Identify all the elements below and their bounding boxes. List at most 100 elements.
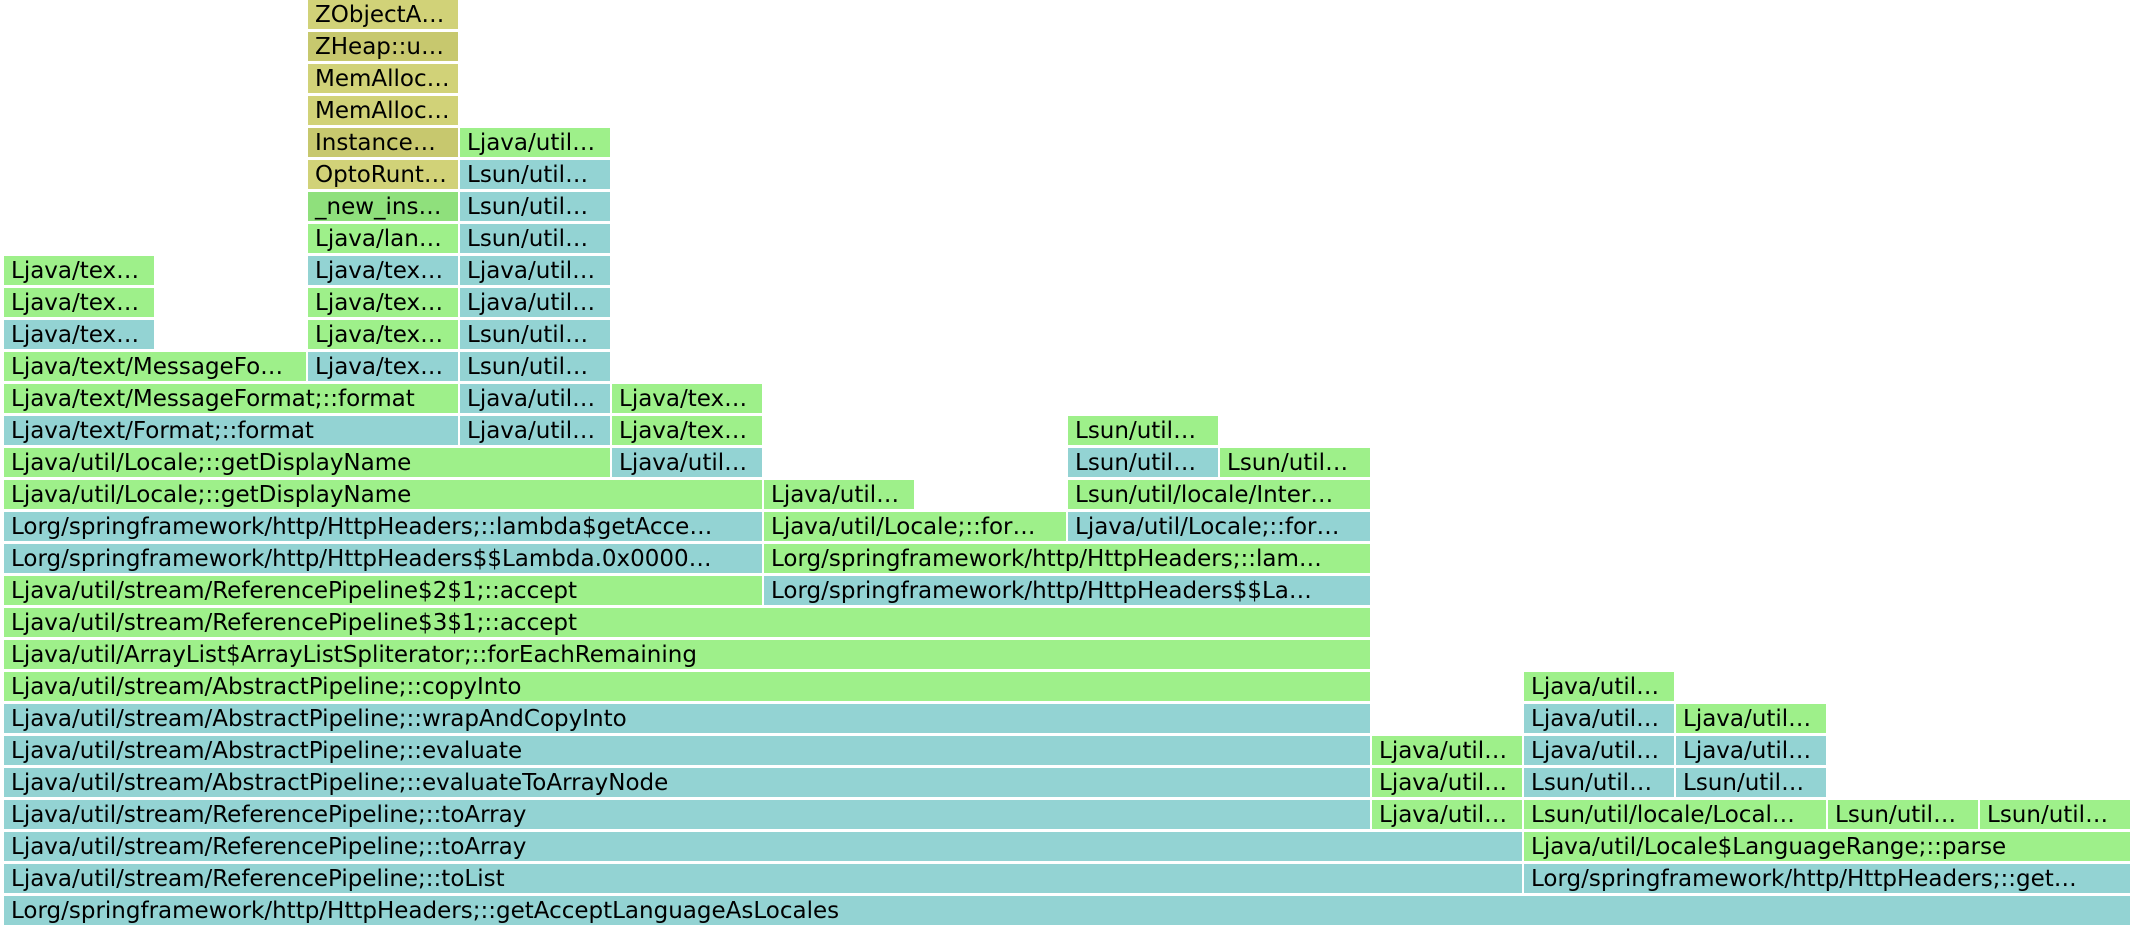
flame-frame[interactable]: Lorg/springframework/http/HttpHeaders;::…	[4, 896, 2132, 927]
flame-frame-label: Lsun/util…	[1075, 450, 1197, 476]
flame-frame[interactable]: Ljava/util/ArrayList$ArrayListSpliterato…	[4, 640, 1372, 671]
flame-frame[interactable]: ZHeap::u…	[308, 32, 460, 63]
flame-frame[interactable]: Ljava/util…	[764, 480, 916, 511]
flame-frame-label: Ljava/tex…	[315, 322, 444, 348]
flame-frame[interactable]: Ljava/tex…	[612, 416, 764, 447]
flame-frame[interactable]: Ljava/util…	[1524, 704, 1676, 735]
flame-frame-label: Ljava/util…	[1683, 738, 1812, 764]
flame-frame[interactable]: Ljava/lan…	[308, 224, 460, 255]
flame-frame-label: Lsun/util…	[1227, 450, 1349, 476]
flame-frame[interactable]: Ljava/util/Locale;::for…	[764, 512, 1068, 543]
flame-frame[interactable]: Ljava/tex…	[308, 320, 460, 351]
flame-frame-label: Lorg/springframework/http/HttpHeaders;::…	[1531, 866, 2077, 892]
flame-frame[interactable]: Ljava/tex…	[4, 288, 156, 319]
flame-frame[interactable]: Lorg/springframework/http/HttpHeaders;::…	[4, 512, 764, 543]
flame-frame[interactable]: Lsun/util…	[1524, 768, 1676, 799]
flame-frame[interactable]: Lsun/util…	[460, 320, 612, 351]
flame-frame-label: Lsun/util/locale/Inter…	[1075, 482, 1334, 508]
flame-frame[interactable]: Ljava/tex…	[308, 288, 460, 319]
flame-frame-label: Lorg/springframework/http/HttpHeaders$$L…	[11, 546, 712, 572]
flame-frame[interactable]: Ljava/util…	[1524, 736, 1676, 767]
flame-frame[interactable]: Ljava/util…	[1372, 736, 1524, 767]
flame-frame[interactable]: Ljava/util/stream/AbstractPipeline;::eva…	[4, 736, 1372, 767]
flame-frame[interactable]: Ljava/util/stream/ReferencePipeline;::to…	[4, 800, 1372, 831]
flame-frame[interactable]: Ljava/util/Locale;::getDisplayName	[4, 480, 764, 511]
flame-frame-label: Lsun/util…	[1683, 770, 1805, 796]
flame-frame-label: Ljava/util…	[1531, 674, 1660, 700]
flame-frame[interactable]: Ljava/text/MessageFo…	[4, 352, 308, 383]
flame-frame[interactable]: Lorg/springframework/http/HttpHeaders$$L…	[4, 544, 764, 575]
flame-frame[interactable]: Lsun/util/locale/Inter…	[1068, 480, 1372, 511]
flame-frame[interactable]: Ljava/util…	[460, 384, 612, 415]
flame-frame[interactable]: Ljava/tex…	[4, 320, 156, 351]
flame-frame[interactable]: Lsun/util…	[1980, 800, 2132, 831]
flame-frame[interactable]: Ljava/util…	[1676, 704, 1828, 735]
flame-frame[interactable]: Ljava/util/stream/AbstractPipeline;::eva…	[4, 768, 1372, 799]
flame-frame[interactable]: Ljava/tex…	[4, 256, 156, 287]
flame-frame[interactable]: Instance…	[308, 128, 460, 159]
flame-frame[interactable]: Ljava/util/Locale;::getDisplayName	[4, 448, 612, 479]
flame-frame[interactable]: Ljava/util/stream/AbstractPipeline;::wra…	[4, 704, 1372, 735]
flame-frame[interactable]: Ljava/util/stream/ReferencePipeline;::to…	[4, 864, 1524, 895]
flame-frame[interactable]: Lsun/util…	[460, 192, 612, 223]
flame-frame[interactable]: Ljava/util/Locale;::for…	[1068, 512, 1372, 543]
flame-frame[interactable]: Lsun/util…	[1676, 768, 1828, 799]
flame-frame[interactable]: Ljava/util/Locale$LanguageRange;::parse	[1524, 832, 2132, 863]
flame-frame-label: Ljava/util/stream/ReferencePipeline;::to…	[11, 834, 527, 860]
flame-frame[interactable]: Ljava/util/stream/ReferencePipeline;::to…	[4, 832, 1524, 863]
flame-frame[interactable]: Ljava/util/stream/AbstractPipeline;::cop…	[4, 672, 1372, 703]
flame-frame-label: MemAlloc…	[315, 66, 450, 92]
flame-frame-label: Ljava/tex…	[315, 258, 444, 284]
flame-frame-label: Lsun/util…	[467, 162, 589, 188]
flame-frame-label: ZHeap::u…	[315, 34, 444, 60]
flame-frame[interactable]: Ljava/util/stream/ReferencePipeline$2$1;…	[4, 576, 764, 607]
flame-frame[interactable]: Ljava/util…	[460, 416, 612, 447]
flame-frame[interactable]: Lsun/util…	[1068, 416, 1220, 447]
flame-frame[interactable]: Lsun/util/locale/Local…	[1524, 800, 1828, 831]
flame-frame-label: Ljava/util/stream/AbstractPipeline;::eva…	[11, 770, 669, 796]
flame-frame[interactable]: Ljava/tex…	[308, 256, 460, 287]
flame-frame[interactable]: Ljava/util…	[1524, 672, 1676, 703]
flame-frame[interactable]: Ljava/util…	[1372, 800, 1524, 831]
flame-frame[interactable]: Ljava/util…	[1372, 768, 1524, 799]
flame-frame[interactable]: Lsun/util…	[1068, 448, 1220, 479]
flame-frame[interactable]: Ljava/text/MessageFormat;::format	[4, 384, 460, 415]
flame-frame[interactable]: Ljava/tex…	[612, 384, 764, 415]
flame-frame-label: Ljava/util…	[1531, 738, 1660, 764]
flame-frame-label: Ljava/util/stream/AbstractPipeline;::cop…	[11, 674, 522, 700]
flame-frame[interactable]: Lsun/util…	[460, 224, 612, 255]
flame-frame-label: Lsun/util…	[1531, 770, 1653, 796]
flame-frame[interactable]: Lsun/util…	[1220, 448, 1372, 479]
flame-frame-label: Ljava/util/stream/AbstractPipeline;::wra…	[11, 706, 627, 732]
flame-frame-label: Ljava/text/MessageFormat;::format	[11, 386, 415, 412]
flame-frame-label: _new_ins…	[315, 194, 442, 220]
flame-frame[interactable]: ZObjectA…	[308, 0, 460, 31]
flame-frame-label: Ljava/util…	[1379, 770, 1508, 796]
flame-frame[interactable]: MemAlloc…	[308, 96, 460, 127]
flame-frame[interactable]: Ljava/util…	[1676, 736, 1828, 767]
flame-frame[interactable]: OptoRunt…	[308, 160, 460, 191]
flame-frame-label: Ljava/util/Locale;::for…	[1075, 514, 1340, 540]
flame-frame-label: Lorg/springframework/http/HttpHeaders$$L…	[771, 578, 1312, 604]
flame-frame-label: Ljava/util/Locale;::getDisplayName	[11, 450, 412, 476]
flame-frame[interactable]: Ljava/tex…	[308, 352, 460, 383]
flame-frame[interactable]: Lorg/springframework/http/HttpHeaders;::…	[1524, 864, 2132, 895]
flame-frame[interactable]: MemAlloc…	[308, 64, 460, 95]
flame-frame[interactable]: Lorg/springframework/http/HttpHeaders$$L…	[764, 576, 1372, 607]
flame-frame[interactable]: Lsun/util…	[460, 160, 612, 191]
flame-frame[interactable]: Ljava/util…	[460, 128, 612, 159]
flame-frame[interactable]: Lsun/util…	[460, 352, 612, 383]
flame-frame[interactable]: Lsun/util…	[1828, 800, 1980, 831]
flame-frame[interactable]: Ljava/util…	[612, 448, 764, 479]
flame-frame-label: Lsun/util…	[467, 354, 589, 380]
flame-frame-label: Ljava/util/Locale$LanguageRange;::parse	[1531, 834, 2007, 860]
flame-frame[interactable]: Ljava/util…	[460, 256, 612, 287]
flame-frame[interactable]: Ljava/util…	[460, 288, 612, 319]
flame-frame-label: Lsun/util…	[1835, 802, 1957, 828]
flame-frame[interactable]: Lorg/springframework/http/HttpHeaders;::…	[764, 544, 1372, 575]
flame-frame-label: Ljava/util/Locale;::for…	[771, 514, 1036, 540]
flame-frame[interactable]: Ljava/util/stream/ReferencePipeline$3$1;…	[4, 608, 1372, 639]
flame-frame[interactable]: Ljava/text/Format;::format	[4, 416, 460, 447]
flame-frame[interactable]: _new_ins…	[308, 192, 460, 223]
flame-frame-label: Ljava/tex…	[619, 386, 748, 412]
